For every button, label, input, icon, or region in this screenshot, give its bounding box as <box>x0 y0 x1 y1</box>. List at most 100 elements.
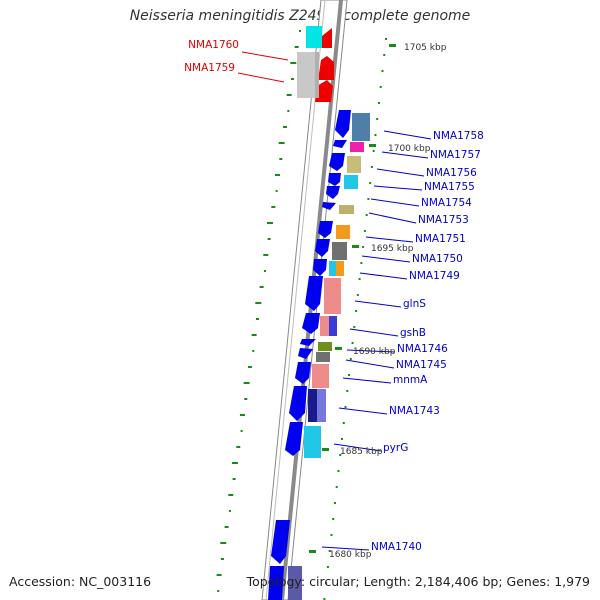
feature-box[interactable] <box>304 426 321 458</box>
cds-arrow[interactable] <box>298 348 313 359</box>
gc-dot <box>349 358 352 360</box>
cds-arrow[interactable] <box>322 202 336 210</box>
accession-text: Accession: NC_003116 <box>9 574 152 589</box>
feature-box[interactable] <box>324 278 341 314</box>
cds-arrow[interactable] <box>335 110 351 138</box>
gc-dot <box>348 374 351 376</box>
feature-track[interactable] <box>268 26 370 600</box>
gc-dot <box>294 46 299 48</box>
gc-dot <box>341 438 343 440</box>
feature-box[interactable] <box>312 364 329 388</box>
gene-label[interactable]: glnS <box>403 298 426 310</box>
leader-line <box>342 377 392 384</box>
feature-box[interactable] <box>320 316 329 336</box>
map-title: Neisseria meningitidis Z2491, complete g… <box>129 8 471 24</box>
feature-box[interactable] <box>347 156 361 173</box>
gc-dot <box>267 238 271 240</box>
feature-box[interactable] <box>329 261 336 276</box>
feature-box[interactable] <box>317 389 326 422</box>
gc-dot <box>353 326 356 328</box>
feature-box[interactable] <box>344 175 358 189</box>
gene-labels[interactable]: NMA1760 NMA1759 NMA1758 NMA1757 NMA1756 NMA17… <box>184 39 484 553</box>
gene-label[interactable]: NMA1740 <box>371 541 422 553</box>
cds-arrow[interactable] <box>289 386 307 421</box>
gc-dot <box>339 454 342 456</box>
feature-box[interactable] <box>350 142 364 152</box>
gene-label[interactable]: NMA1760 <box>188 39 239 51</box>
gc-dot <box>240 430 243 432</box>
feature-box[interactable] <box>297 52 317 98</box>
feature-box[interactable] <box>316 352 330 362</box>
gc-dot <box>369 182 372 184</box>
cds-arrow[interactable] <box>329 153 345 171</box>
gene-label[interactable]: NMA1743 <box>389 405 440 417</box>
cds-arrow[interactable] <box>302 313 320 334</box>
gene-label[interactable]: NMA1750 <box>412 253 463 265</box>
gc-dot <box>323 598 326 600</box>
gc-dot <box>263 270 266 272</box>
feature-box[interactable] <box>332 242 347 260</box>
scale-tick <box>309 550 316 553</box>
feature-box[interactable] <box>315 52 319 98</box>
gc-dot <box>224 526 229 528</box>
gc-dot <box>217 590 220 592</box>
feature-box[interactable] <box>352 113 370 141</box>
gene-label[interactable]: NMA1746 <box>397 343 448 355</box>
cds-arrow[interactable] <box>295 362 311 384</box>
gene-label[interactable]: NMA1751 <box>415 233 466 245</box>
gene-label[interactable]: NMA1756 <box>426 167 477 179</box>
feature-arrow-red[interactable] <box>318 56 334 80</box>
feature-box[interactable] <box>288 566 302 600</box>
gene-label[interactable]: NMA1745 <box>396 359 447 371</box>
gene-label[interactable]: NMA1755 <box>424 181 475 193</box>
gene-label[interactable]: gshB <box>400 327 426 339</box>
gene-label[interactable]: NMA1759 <box>184 62 235 74</box>
cds-arrow[interactable] <box>300 339 316 346</box>
cds-arrow[interactable] <box>328 173 341 186</box>
gene-label[interactable]: NMA1749 <box>409 270 460 282</box>
gc-dot <box>216 574 222 576</box>
feature-box[interactable] <box>318 342 332 351</box>
gc-dot <box>275 190 278 192</box>
gc-dot <box>344 406 347 408</box>
label-leader-lines <box>237 51 432 551</box>
cds-arrow[interactable] <box>326 186 340 199</box>
gene-label[interactable]: NMA1754 <box>421 197 472 209</box>
feature-box[interactable] <box>336 261 344 276</box>
feature-box[interactable] <box>306 26 322 48</box>
gc-dot <box>220 558 224 560</box>
gc-dot <box>372 150 375 152</box>
cds-arrow[interactable] <box>285 422 303 456</box>
gene-label[interactable]: NMA1758 <box>433 130 484 142</box>
leader-line <box>368 212 417 224</box>
gc-dot <box>274 174 280 176</box>
feature-arrow-red[interactable] <box>315 80 333 102</box>
cds-arrow[interactable] <box>313 259 327 276</box>
topology-text: Topology: circular; Length: 2,184,406 bp… <box>246 574 590 589</box>
scale-label: 1690 kbp <box>353 347 396 357</box>
gc-dot <box>244 398 248 400</box>
gene-label[interactable]: NMA1753 <box>418 214 469 226</box>
cds-arrow[interactable] <box>268 566 284 600</box>
gene-label[interactable]: pyrG <box>383 442 408 454</box>
gc-dot-track <box>216 30 387 600</box>
leader-line <box>321 546 370 551</box>
gc-dot <box>385 38 387 40</box>
feature-box[interactable] <box>339 205 354 214</box>
gc-dot <box>367 198 370 200</box>
cds-arrow[interactable] <box>318 221 333 238</box>
feature-box[interactable] <box>329 316 337 336</box>
cds-arrow[interactable] <box>333 140 347 148</box>
gene-label[interactable]: NMA1757 <box>430 149 481 161</box>
cds-arrow[interactable] <box>271 520 290 564</box>
cds-arrow[interactable] <box>315 239 330 257</box>
leader-line <box>381 151 429 159</box>
cds-arrow[interactable] <box>305 276 323 311</box>
feature-arrow-red[interactable] <box>322 28 332 48</box>
gc-dot <box>290 78 294 80</box>
feature-box[interactable] <box>308 389 317 422</box>
gc-dot <box>255 302 262 304</box>
feature-box[interactable] <box>336 225 350 239</box>
gene-label[interactable]: mnmA <box>393 374 428 386</box>
